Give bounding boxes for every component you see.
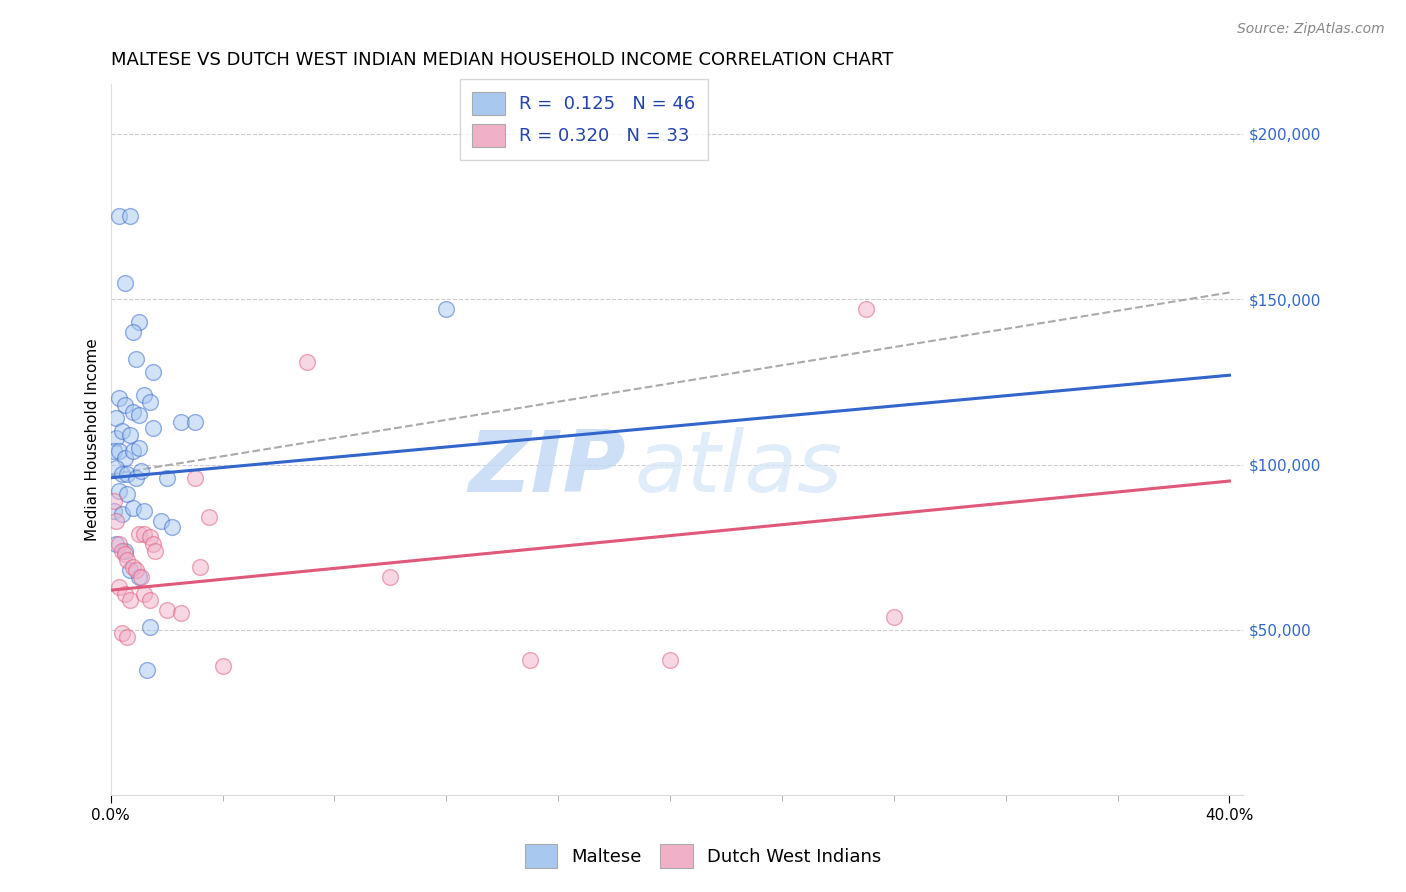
Point (150, 514, 173, 528)
Point (183, 415, 205, 429)
Point (122, 500, 145, 515)
Point (108, 392, 131, 406)
Point (519, 653, 541, 667)
Point (134, 527, 156, 541)
Point (156, 471, 179, 485)
Point (139, 394, 162, 409)
Point (108, 537, 131, 551)
Point (380, 570, 402, 584)
Point (111, 467, 134, 482)
Point (111, 626, 134, 640)
Point (139, 619, 162, 633)
Point (105, 411, 128, 425)
Point (122, 404, 145, 418)
Point (128, 408, 150, 422)
Point (855, 301, 877, 316)
Point (117, 487, 139, 501)
Point (169, 415, 191, 429)
Point (162, 520, 184, 534)
Point (111, 507, 134, 521)
Point (188, 560, 211, 574)
Point (139, 593, 162, 607)
Point (120, 593, 142, 607)
Point (114, 586, 136, 600)
Y-axis label: Median Household Income: Median Household Income (86, 338, 100, 541)
Point (108, 210, 131, 224)
Point (128, 570, 150, 584)
Point (142, 365, 165, 379)
Point (131, 570, 153, 584)
Point (103, 504, 125, 518)
Point (122, 560, 145, 574)
Point (883, 609, 905, 624)
Legend: R =  0.125   N = 46, R = 0.320   N = 33: R = 0.125 N = 46, R = 0.320 N = 33 (460, 78, 709, 160)
Point (114, 276, 136, 290)
Point (295, 355, 318, 369)
Point (128, 527, 150, 541)
Point (103, 494, 125, 508)
Point (122, 444, 145, 458)
Point (211, 659, 233, 673)
Point (111, 543, 134, 558)
Point (114, 398, 136, 412)
Point (111, 425, 134, 439)
Point (114, 543, 136, 558)
Text: Source: ZipAtlas.com: Source: ZipAtlas.com (1237, 22, 1385, 37)
Point (142, 421, 165, 435)
Point (120, 427, 142, 442)
Point (125, 351, 148, 366)
Legend: Maltese, Dutch West Indians: Maltese, Dutch West Indians (513, 834, 893, 879)
Point (136, 663, 159, 677)
Text: ZIP: ZIP (468, 426, 626, 509)
Point (139, 530, 162, 544)
Point (134, 504, 156, 518)
Point (125, 471, 148, 485)
Point (183, 471, 205, 485)
Point (117, 553, 139, 567)
Point (197, 510, 219, 524)
Point (105, 537, 128, 551)
Text: atlas: atlas (634, 426, 842, 509)
Point (103, 444, 125, 458)
Point (134, 388, 156, 402)
Point (117, 467, 139, 482)
Point (145, 543, 167, 558)
Point (120, 563, 142, 577)
Point (169, 607, 191, 621)
Point (128, 315, 150, 329)
Point (105, 460, 128, 475)
Point (125, 563, 148, 577)
Point (105, 514, 128, 528)
Text: MALTESE VS DUTCH WEST INDIAN MEDIAN HOUSEHOLD INCOME CORRELATION CHART: MALTESE VS DUTCH WEST INDIAN MEDIAN HOUS… (111, 51, 893, 69)
Point (114, 450, 136, 465)
Point (117, 630, 139, 644)
Point (108, 444, 131, 458)
Point (434, 301, 457, 316)
Point (128, 441, 150, 455)
Point (156, 603, 179, 617)
Point (131, 464, 153, 478)
Point (659, 653, 682, 667)
Point (108, 580, 131, 594)
Point (108, 483, 131, 498)
Point (114, 547, 136, 561)
Point (134, 586, 156, 600)
Point (105, 431, 128, 445)
Point (122, 325, 145, 339)
Point (120, 210, 142, 224)
Point (142, 537, 165, 551)
